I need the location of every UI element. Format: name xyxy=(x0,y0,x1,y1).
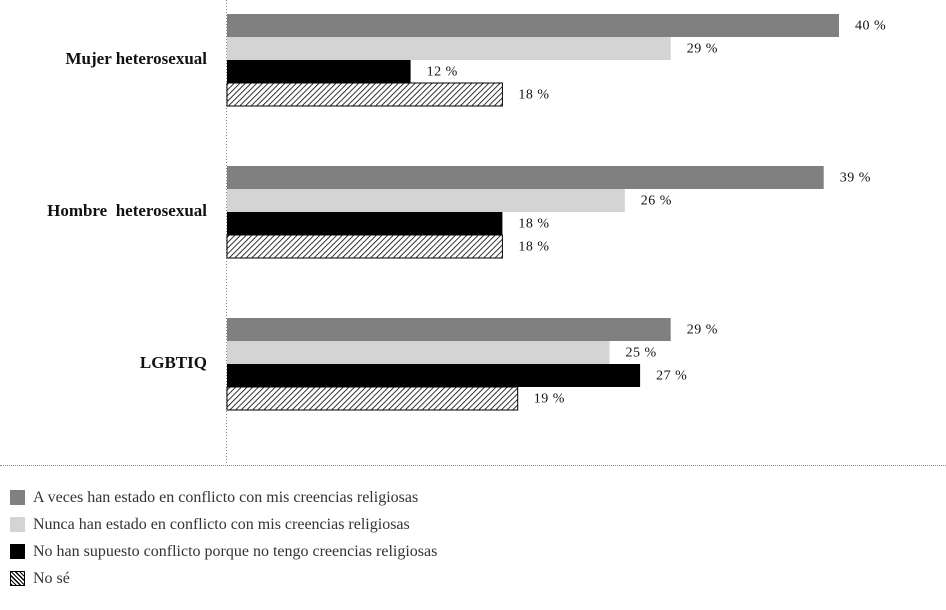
bars-group: 40 % 29 % 12 % 18 % 39 % 26 % 18 % 18 % 29 % 25 %… xyxy=(226,14,886,411)
legend-swatch-gray xyxy=(10,490,25,505)
bar-chart: 40 % 29 % 12 % 18 % 39 % 26 % 18 % 18 % 29 % 25 %… xyxy=(47,0,886,465)
legend-item-no-se: No sé xyxy=(10,565,437,592)
bar-lgbtiq-series-1 xyxy=(227,318,671,341)
bar-mujer-heterosexual-series-3 xyxy=(227,60,411,83)
bar-mujer-heterosexual-series-1 xyxy=(227,14,839,37)
value-label-lgbtiq-series-3: 27 % xyxy=(656,369,687,384)
value-label-hombre-heterosexual-series-2: 26 % xyxy=(641,194,672,209)
category-label-lgbtiq: LGBTIQ xyxy=(140,353,207,372)
legend-label: No han supuesto conflicto porque no teng… xyxy=(33,542,438,560)
value-label-hombre-heterosexual-series-3: 18 % xyxy=(518,217,549,232)
legend-label: Nunca han estado en conflicto con mis cr… xyxy=(33,515,410,533)
value-label-lgbtiq-series-1: 29 % xyxy=(687,323,718,338)
value-label-mujer-heterosexual-series-1: 40 % xyxy=(855,19,886,34)
legend-separator xyxy=(0,465,946,466)
legend-item-no-conflicto: No han supuesto conflicto porque no teng… xyxy=(10,538,437,565)
bar-hombre-heterosexual-series-4 xyxy=(226,234,503,259)
legend-item-a-veces: A veces han estado en conflicto con mis … xyxy=(10,484,437,511)
bar-hombre-heterosexual-series-3 xyxy=(227,212,503,235)
category-label-mujer-heterosexual: Mujer heterosexual xyxy=(66,49,208,68)
bar-hombre-heterosexual-series-2 xyxy=(227,189,625,212)
legend-swatch-light-gray xyxy=(10,517,25,532)
legend-label: No sé xyxy=(33,569,70,587)
bar-hombre-heterosexual-series-1 xyxy=(227,166,824,189)
value-label-mujer-heterosexual-series-2: 29 % xyxy=(687,42,718,57)
category-label-hombre-heterosexual: Hombre heterosexual xyxy=(47,201,207,220)
bar-mujer-heterosexual-series-4 xyxy=(226,82,503,107)
legend-swatch-hatched xyxy=(10,571,25,586)
legend-swatch-black xyxy=(10,544,25,559)
bar-lgbtiq-series-4 xyxy=(226,386,519,411)
value-label-hombre-heterosexual-series-4: 18 % xyxy=(518,240,549,255)
value-label-mujer-heterosexual-series-4: 18 % xyxy=(518,88,549,103)
legend-item-nunca: Nunca han estado en conflicto con mis cr… xyxy=(10,511,437,538)
value-label-mujer-heterosexual-series-3: 12 % xyxy=(427,65,458,80)
legend-label: A veces han estado en conflicto con mis … xyxy=(33,488,419,506)
value-label-hombre-heterosexual-series-1: 39 % xyxy=(840,171,871,186)
bar-mujer-heterosexual-series-2 xyxy=(227,37,671,60)
legend: A veces han estado en conflicto con mis … xyxy=(10,484,437,592)
value-label-lgbtiq-series-4: 19 % xyxy=(534,392,565,407)
bar-lgbtiq-series-3 xyxy=(227,364,641,387)
value-label-lgbtiq-series-2: 25 % xyxy=(626,346,657,361)
bar-lgbtiq-series-2 xyxy=(227,341,610,364)
